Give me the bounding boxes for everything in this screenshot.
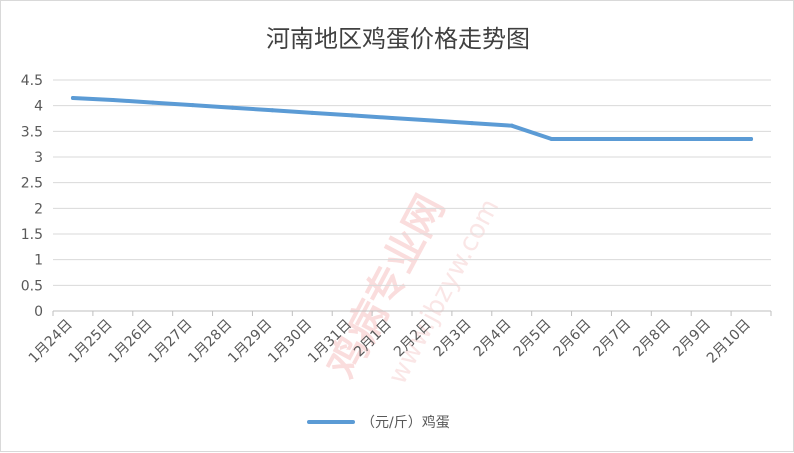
x-tick-label: 2月4日	[471, 317, 515, 361]
data-point[interactable]	[230, 105, 235, 110]
y-tick-label: 4.5	[21, 73, 43, 89]
data-point[interactable]	[589, 137, 594, 142]
data-point[interactable]	[270, 108, 275, 113]
y-tick-label: 2	[34, 201, 43, 217]
data-point[interactable]	[469, 121, 474, 126]
y-tick-label: 0	[34, 304, 43, 320]
y-axis: 0 0.5 1 1.5 2 2.5 3 3.5 4 4.5	[21, 73, 43, 320]
data-point[interactable]	[549, 137, 554, 142]
x-tick-label: 2月8日	[630, 317, 674, 361]
data-point[interactable]	[390, 115, 395, 120]
y-tick-label: 1.5	[21, 227, 43, 243]
x-tick-label: 2月7日	[590, 317, 634, 361]
data-point[interactable]	[150, 100, 155, 105]
data-point[interactable]	[350, 113, 355, 118]
chart-title: 河南地区鸡蛋价格走势图	[266, 25, 530, 53]
y-tick-label: 3	[34, 150, 43, 166]
y-tick-label: 1	[34, 253, 43, 269]
data-point[interactable]	[190, 103, 195, 108]
data-point[interactable]	[749, 137, 754, 142]
x-tick-label: 2月10日	[704, 317, 754, 367]
y-tick-label: 0.5	[21, 278, 43, 294]
data-point[interactable]	[429, 118, 434, 123]
y-tick-label: 2.5	[21, 176, 43, 192]
y-tick-label: 4	[34, 99, 43, 115]
x-tick-label: 2月6日	[551, 317, 595, 361]
data-point[interactable]	[629, 137, 634, 142]
data-point[interactable]	[70, 95, 75, 100]
data-point[interactable]	[709, 137, 714, 142]
x-tick-label: 2月5日	[511, 317, 555, 361]
y-tick-label: 3.5	[21, 124, 43, 140]
data-point[interactable]	[669, 137, 674, 142]
watermark: 鸡病专业网 www.jbzyw.com	[319, 188, 505, 390]
legend[interactable]: （元/斤）鸡蛋	[307, 414, 450, 431]
gridlines	[53, 79, 771, 312]
series-layer	[70, 95, 754, 142]
data-point[interactable]	[110, 98, 115, 103]
legend-label: （元/斤）鸡蛋	[361, 414, 450, 431]
data-point[interactable]	[509, 123, 514, 128]
series-line[interactable]	[70, 95, 754, 142]
data-point[interactable]	[310, 110, 315, 115]
